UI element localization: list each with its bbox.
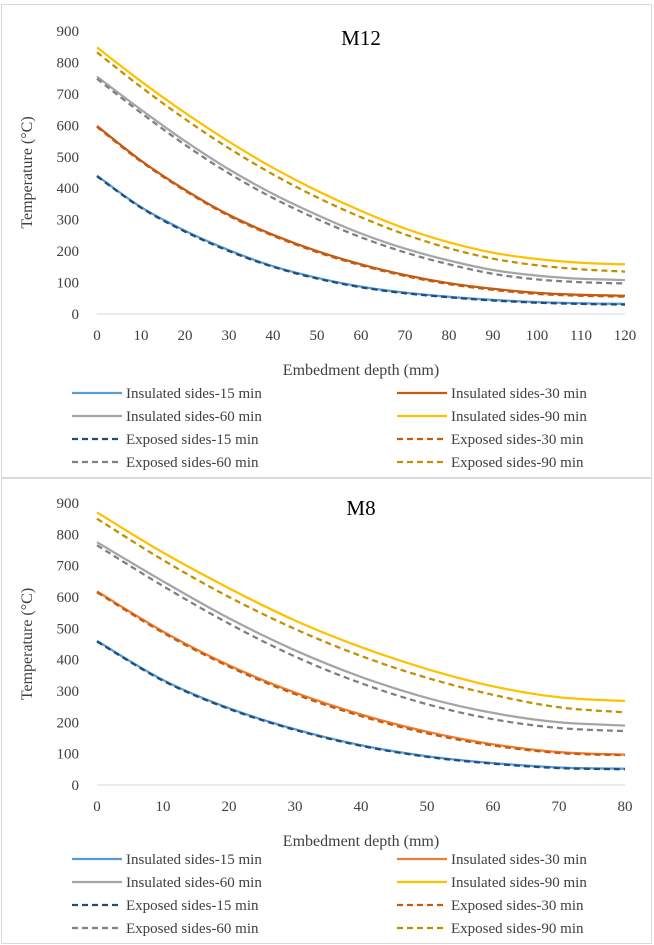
legend-label: Insulated sides-90 min: [451, 409, 587, 425]
legend-entry: Insulated sides-60 min: [72, 409, 262, 425]
legend-entry: Insulated sides-30 min: [397, 386, 587, 402]
y-axis-label: Temperature (°C): [19, 588, 36, 700]
y-tick-label: 500: [57, 150, 80, 166]
legend-label: Exposed sides-15 min: [126, 432, 259, 448]
x-tick-label: 20: [222, 799, 237, 815]
series-line-6: [96, 77, 626, 285]
y-tick-label: 900: [57, 496, 80, 512]
legend-entry: Exposed sides-30 min: [397, 898, 584, 914]
legend-label: Insulated sides-30 min: [451, 386, 587, 402]
legend-entry: Insulated sides-60 min: [72, 875, 262, 891]
y-tick-label: 100: [57, 276, 80, 292]
legend-entry: Exposed sides-60 min: [72, 455, 259, 471]
legend-entry: Insulated sides-90 min: [397, 409, 587, 425]
series-line-1: [96, 590, 626, 756]
x-tick-label: 30: [222, 328, 237, 344]
x-tick-label: 20: [178, 328, 193, 344]
legend-entry: Insulated sides-15 min: [72, 852, 262, 868]
legend-entry: Exposed sides-60 min: [72, 921, 259, 937]
y-tick-label: 500: [57, 621, 80, 637]
series-line-3: [96, 511, 626, 703]
chart-panel-m8: M8 0 100 200 300 400 500 600 700 800 900 0 10 20 30 40 5…: [1, 478, 652, 944]
chart-title: M8: [346, 496, 375, 520]
legend-label: Insulated sides-30 min: [451, 852, 587, 868]
legend-label: Insulated sides-60 min: [126, 409, 262, 425]
chart-title: M12: [341, 26, 381, 50]
y-tick-label: 400: [57, 653, 80, 669]
legend-label: Insulated sides-15 min: [126, 852, 262, 868]
x-tick-label: 50: [420, 799, 435, 815]
series-line-7: [96, 517, 626, 714]
legend-label: Exposed sides-30 min: [451, 432, 584, 448]
series-line-7: [96, 51, 626, 273]
legend-entry: Insulated sides-30 min: [397, 852, 587, 868]
series-line-4: [96, 640, 626, 771]
y-tick-label: 900: [57, 24, 80, 40]
legend-label: Exposed sides-90 min: [451, 455, 584, 471]
legend-entry: Insulated sides-15 min: [72, 386, 262, 402]
x-tick-label: 0: [93, 799, 101, 815]
x-axis-label: Embedment depth (mm): [283, 362, 439, 379]
legend-entry: Insulated sides-90 min: [397, 875, 587, 891]
legend-label: Exposed sides-60 min: [126, 921, 259, 937]
y-tick-label: 100: [57, 747, 80, 763]
series-line-0: [96, 174, 626, 306]
x-tick-label: 50: [310, 328, 325, 344]
x-tick-label: 90: [486, 328, 501, 344]
legend-label: Insulated sides-90 min: [451, 875, 587, 891]
series-line-0: [96, 639, 626, 770]
legend-entry: Exposed sides-15 min: [72, 898, 259, 914]
y-tick-label: 800: [57, 527, 80, 543]
y-axis-label: Temperature (°C): [19, 116, 36, 228]
y-tick-label: 0: [72, 778, 80, 794]
x-axis-label: Embedment depth (mm): [283, 833, 439, 850]
chart-m8: M8 0 100 200 300 400 500 600 700 800 900 0 10 20 30 40 5…: [19, 496, 633, 937]
x-tick-label: 30: [288, 799, 303, 815]
legend-label: Exposed sides-90 min: [451, 921, 584, 937]
chart-panel-m12: M12 0 100 200 300 400 500 600 700 800 900 0 10 20 30 40…: [1, 4, 652, 478]
x-tick-label: 10: [134, 328, 149, 344]
x-tick-label: 80: [442, 328, 457, 344]
legend-label: Exposed sides-30 min: [451, 898, 584, 914]
series-line-3: [96, 46, 626, 266]
y-tick-label: 300: [57, 213, 80, 229]
x-tick-label: 70: [552, 799, 567, 815]
x-tick-label: 100: [526, 328, 549, 344]
x-tick-label: 40: [354, 799, 369, 815]
x-tick-label: 110: [570, 328, 592, 344]
x-tick-label: 60: [354, 328, 369, 344]
series-line-2: [96, 541, 626, 727]
legend-label: Exposed sides-60 min: [126, 455, 259, 471]
x-tick-label: 60: [486, 799, 501, 815]
legend-entry: Exposed sides-90 min: [397, 455, 584, 471]
legend-label: Insulated sides-60 min: [126, 875, 262, 891]
x-tick-label: 0: [93, 328, 101, 344]
y-tick-label: 600: [57, 118, 80, 134]
y-tick-label: 200: [57, 715, 80, 731]
y-tick-label: 400: [57, 181, 80, 197]
y-tick-label: 600: [57, 590, 80, 606]
x-tick-label: 40: [266, 328, 281, 344]
legend-label: Insulated sides-15 min: [126, 386, 262, 402]
x-tick-label: 80: [618, 799, 633, 815]
series-line-5: [96, 126, 626, 298]
series-line-5: [96, 591, 626, 757]
legend-label: Exposed sides-15 min: [126, 898, 259, 914]
y-tick-label: 200: [57, 244, 80, 260]
x-tick-label: 10: [156, 799, 171, 815]
y-tick-label: 700: [57, 559, 80, 575]
legend-entry: Exposed sides-15 min: [72, 432, 259, 448]
x-tick-label: 120: [614, 328, 637, 344]
chart-m12: M12 0 100 200 300 400 500 600 700 800 900 0 10 20 30 40…: [19, 24, 637, 471]
y-tick-label: 0: [72, 307, 80, 323]
y-tick-label: 300: [57, 684, 80, 700]
series-line-2: [96, 75, 626, 282]
legend-entry: Exposed sides-30 min: [397, 432, 584, 448]
y-tick-label: 800: [57, 55, 80, 71]
series-line-4: [96, 175, 626, 306]
legend-entry: Exposed sides-90 min: [397, 921, 584, 937]
series-line-6: [96, 544, 626, 733]
y-tick-label: 700: [57, 87, 80, 103]
x-tick-label: 70: [398, 328, 413, 344]
